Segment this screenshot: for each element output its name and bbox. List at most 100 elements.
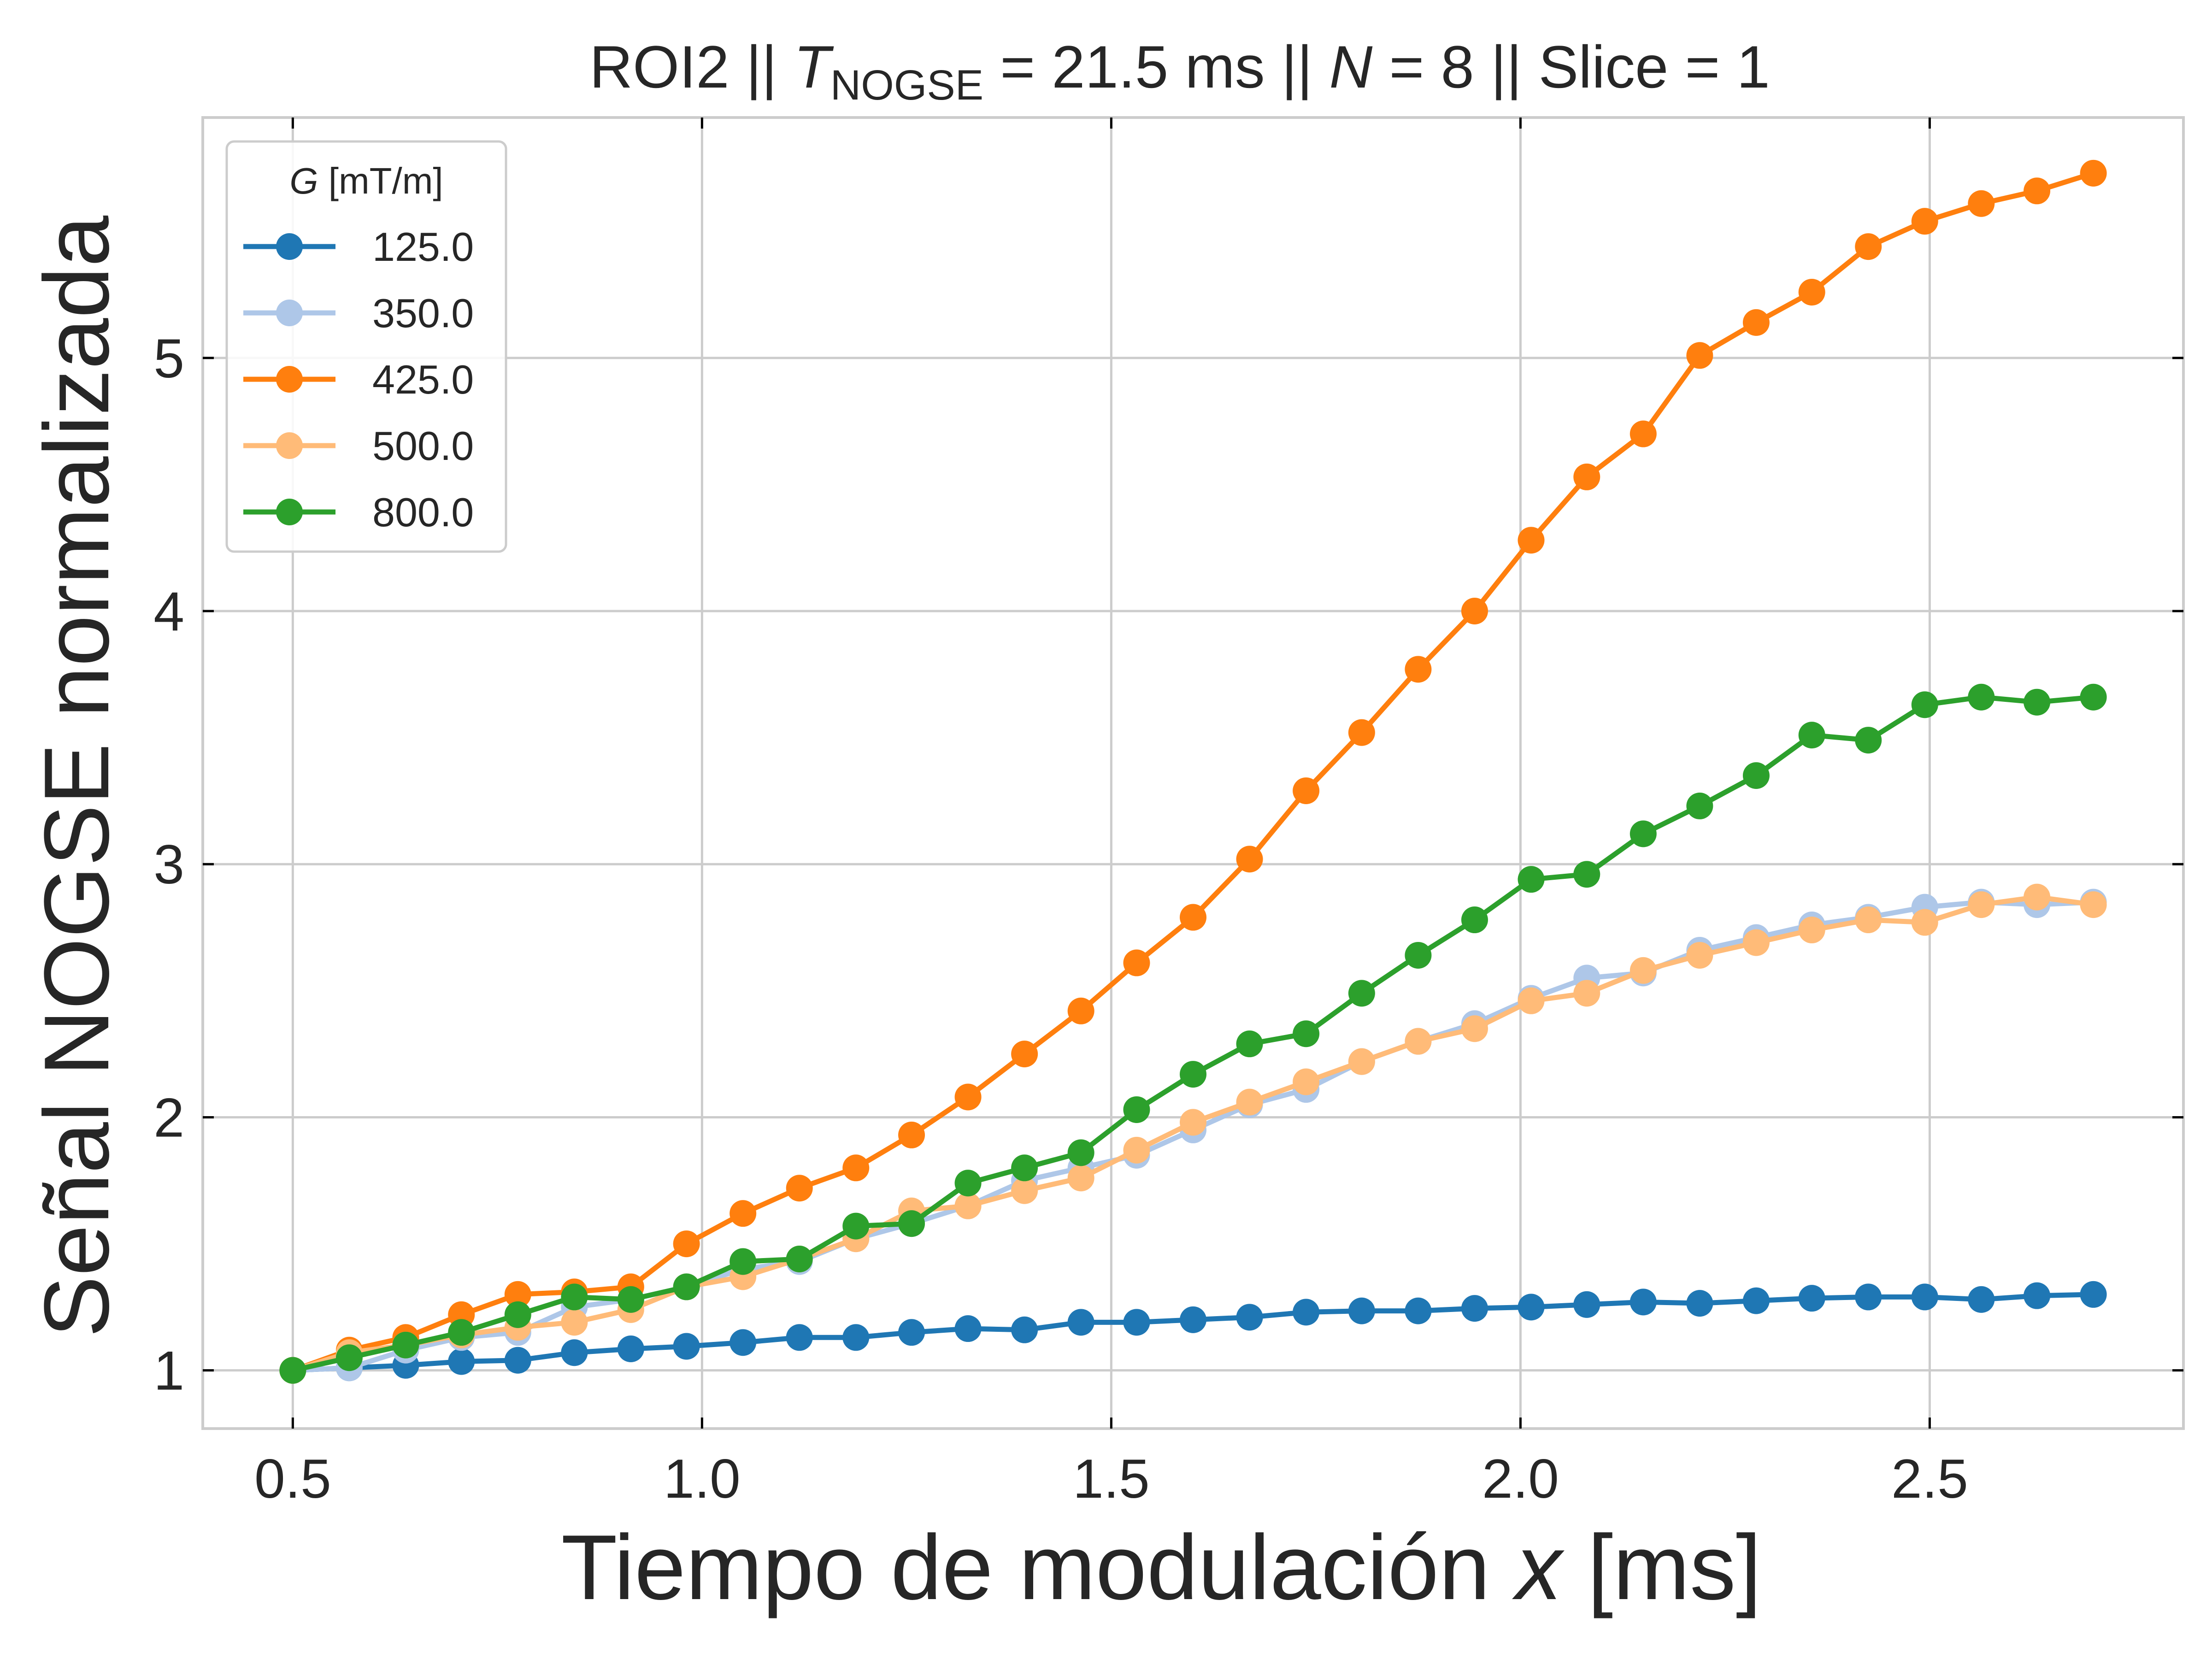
data-point xyxy=(1236,846,1263,873)
x-tick-label: 1.0 xyxy=(664,1448,741,1510)
data-point xyxy=(1067,1165,1094,1192)
data-point xyxy=(1686,941,1713,969)
legend-entry: 500.0 xyxy=(243,423,474,469)
data-point xyxy=(1011,1041,1038,1068)
legend-label: 425.0 xyxy=(372,357,474,402)
data-point xyxy=(786,1324,813,1351)
data-point xyxy=(954,1083,982,1111)
legend-title-unit: [mT/m] xyxy=(318,160,443,201)
plot-frame xyxy=(201,116,2185,1430)
data-point xyxy=(1630,957,1657,984)
legend: G [mT/m] 125.0 350.0 425.0 500.0 800.0 xyxy=(225,140,507,553)
data-point xyxy=(1236,1304,1263,1331)
data-point xyxy=(954,1192,982,1219)
grid xyxy=(203,118,2183,1429)
y-tick-labels: 1 2 3 4 5 xyxy=(153,328,184,1402)
data-point xyxy=(842,1154,870,1182)
data-point xyxy=(1123,1096,1150,1123)
data-point xyxy=(2080,891,2107,918)
legend-entry: 350.0 xyxy=(243,290,474,336)
data-point xyxy=(561,1283,588,1311)
x-tick-labels: 0.5 1.0 1.5 2.0 2.5 xyxy=(254,1448,1968,1510)
data-point xyxy=(1630,1288,1657,1316)
data-point xyxy=(1573,463,1600,490)
data-point xyxy=(1461,597,1488,624)
data-point xyxy=(1742,309,1770,336)
data-point xyxy=(1011,1316,1038,1343)
data-point xyxy=(1067,1139,1094,1166)
x-tick-label: 2.0 xyxy=(1482,1448,1559,1510)
data-point xyxy=(279,1357,306,1384)
legend-marker xyxy=(276,366,303,393)
data-point xyxy=(898,1121,925,1148)
data-point xyxy=(1742,1287,1770,1314)
x-tick-label: 2.5 xyxy=(1891,1448,1968,1510)
data-point xyxy=(673,1230,700,1258)
data-point xyxy=(1968,891,1995,918)
data-point xyxy=(1798,722,1825,749)
data-point xyxy=(2024,177,2051,205)
legend-entry: 125.0 xyxy=(243,224,474,270)
data-point xyxy=(842,1212,870,1240)
title-n-symbol: N xyxy=(1329,33,1372,100)
legend-label: 350.0 xyxy=(372,290,474,336)
data-point xyxy=(729,1329,757,1356)
data-point xyxy=(2080,683,2107,711)
data-point xyxy=(1067,1309,1094,1336)
data-point xyxy=(1630,420,1657,447)
data-point xyxy=(1293,1299,1320,1326)
chart-title: ROI2 || TNOGSE = 21.5 ms || N = 8 || Sli… xyxy=(589,33,1770,109)
data-point xyxy=(1011,1154,1038,1182)
data-point xyxy=(1911,208,1938,235)
data-point xyxy=(1180,1061,1206,1088)
data-point xyxy=(1461,906,1488,934)
data-point xyxy=(617,1286,644,1313)
data-point xyxy=(1686,342,1713,369)
x-tick-label: 1.5 xyxy=(1073,1448,1150,1510)
series-800.0 xyxy=(279,683,2107,1384)
data-point xyxy=(617,1335,644,1362)
data-point xyxy=(392,1331,419,1359)
data-point xyxy=(1968,683,1995,711)
data-point xyxy=(954,1315,982,1342)
data-point xyxy=(1293,1068,1320,1095)
y-axis-label: Señal NOGSE normalizada xyxy=(25,215,128,1337)
data-point xyxy=(1348,1048,1375,1075)
data-point xyxy=(1348,719,1375,746)
legend-title: G [mT/m] xyxy=(289,160,443,201)
data-point xyxy=(786,1246,813,1273)
data-point xyxy=(1573,1291,1600,1318)
data-point xyxy=(2024,883,2051,911)
data-point xyxy=(1348,1297,1375,1324)
x-axis-label-text: Tiempo de modulación xyxy=(561,1516,1516,1619)
data-point xyxy=(1123,1309,1150,1336)
data-point xyxy=(842,1324,870,1351)
data-point xyxy=(1180,1109,1206,1136)
data-point xyxy=(1236,1088,1263,1116)
data-point xyxy=(1461,1015,1488,1042)
legend-entries: 125.0 350.0 425.0 500.0 800.0 xyxy=(243,224,474,535)
data-point xyxy=(561,1339,588,1366)
data-point xyxy=(1067,997,1094,1024)
data-point xyxy=(1742,762,1770,789)
data-point xyxy=(335,1344,363,1371)
x-axis-label-var: x xyxy=(1512,1516,1565,1619)
legend-marker xyxy=(276,499,303,525)
data-point xyxy=(898,1210,925,1237)
y-tick-label: 2 xyxy=(153,1087,184,1148)
title-n-rest: = 8 || Slice = 1 xyxy=(1372,33,1770,100)
title-t-symbol: T xyxy=(794,33,834,100)
data-point xyxy=(1855,1283,1882,1311)
data-point xyxy=(786,1175,813,1202)
title-prefix: ROI2 || xyxy=(589,33,794,100)
data-point xyxy=(1798,1285,1825,1312)
data-point xyxy=(1798,917,1825,944)
x-axis-label: Tiempo de modulación x [ms] xyxy=(561,1516,1762,1619)
data-point xyxy=(448,1319,475,1346)
data-point xyxy=(1405,1028,1432,1055)
ticks xyxy=(203,118,2183,1429)
data-point xyxy=(1968,1286,1995,1313)
legend-marker xyxy=(276,432,303,459)
data-point xyxy=(1855,727,1882,754)
data-point xyxy=(2080,159,2107,187)
